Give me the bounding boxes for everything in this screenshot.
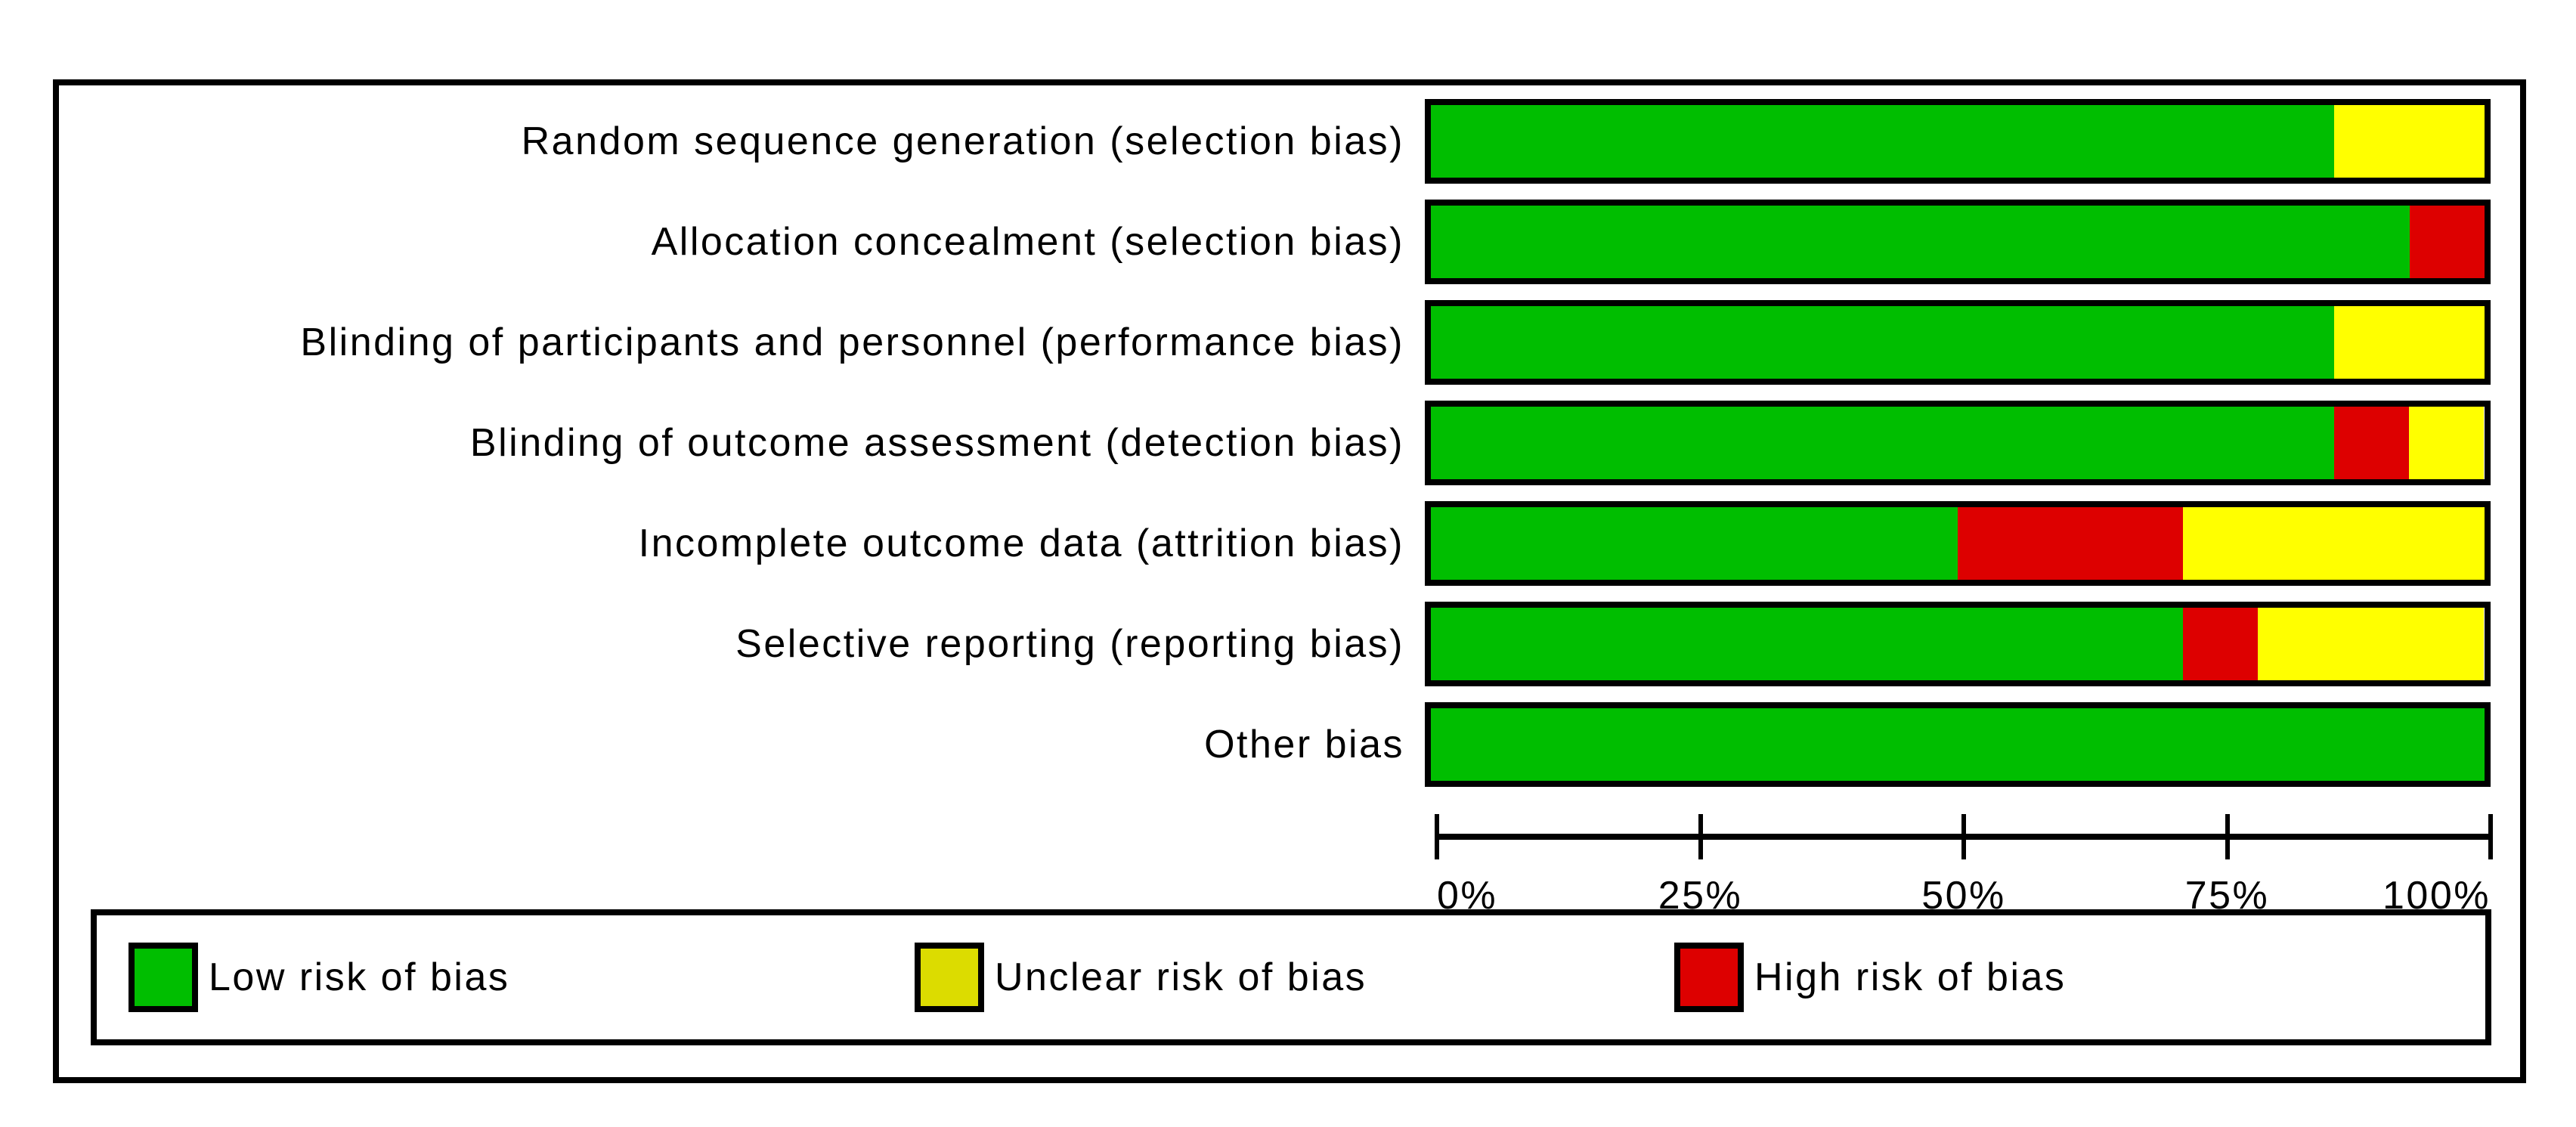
x-axis-tick-mark bbox=[1435, 814, 1439, 859]
chart-row: Allocation concealment (selection bias) bbox=[59, 200, 2520, 284]
high-risk-swatch-icon bbox=[1674, 943, 1744, 1012]
legend-item: Low risk of bias bbox=[128, 915, 509, 1039]
bar-segment-high bbox=[1958, 507, 2184, 580]
bias-domain-label: Incomplete outcome data (attrition bias) bbox=[638, 522, 1404, 565]
low-risk-swatch-icon bbox=[128, 943, 198, 1012]
bar-segment-low bbox=[1431, 306, 2334, 379]
chart-row: Other bias bbox=[59, 702, 2520, 787]
stacked-bar bbox=[1425, 602, 2491, 686]
unclear-risk-swatch-icon bbox=[915, 943, 984, 1012]
bar-segment-unclear bbox=[2258, 608, 2484, 680]
stacked-bar bbox=[1425, 702, 2491, 787]
x-axis-tick-mark bbox=[2488, 814, 2493, 859]
bar-chart-area: Random sequence generation (selection bi… bbox=[59, 85, 2520, 803]
bias-domain-label: Selective reporting (reporting bias) bbox=[735, 622, 1404, 666]
chart-row: Random sequence generation (selection bi… bbox=[59, 99, 2520, 184]
stacked-bar bbox=[1425, 501, 2491, 586]
legend-item-label: Low risk of bias bbox=[209, 955, 510, 999]
bar-segment-unclear bbox=[2333, 306, 2485, 379]
bar-segment-high bbox=[2183, 608, 2259, 680]
chart-row: Incomplete outcome data (attrition bias) bbox=[59, 501, 2520, 586]
chart-row: Blinding of outcome assessment (detectio… bbox=[59, 401, 2520, 485]
bar-segment-unclear bbox=[2333, 105, 2485, 178]
bias-domain-label: Blinding of outcome assessment (detectio… bbox=[469, 421, 1404, 465]
stacked-bar bbox=[1425, 99, 2491, 184]
legend-item: High risk of bias bbox=[1674, 915, 2066, 1039]
x-axis-tick-mark bbox=[1698, 814, 1703, 859]
legend-box: Low risk of bias Unclear risk of bias Hi… bbox=[91, 909, 2491, 1045]
bar-segment-low bbox=[1431, 507, 1958, 580]
x-axis-tick-mark bbox=[1961, 814, 1966, 859]
bias-domain-label: Random sequence generation (selection bi… bbox=[521, 119, 1404, 163]
x-axis-tick-mark bbox=[2225, 814, 2230, 859]
bar-segment-high bbox=[2333, 407, 2409, 479]
bar-segment-low bbox=[1431, 608, 2184, 680]
stacked-bar bbox=[1425, 300, 2491, 385]
bias-domain-label: Allocation concealment (selection bias) bbox=[651, 220, 1404, 264]
bar-segment-high bbox=[2410, 206, 2485, 278]
chart-row: Blinding of participants and personnel (… bbox=[59, 300, 2520, 385]
bar-segment-low bbox=[1431, 105, 2334, 178]
legend-item-label: High risk of bias bbox=[1754, 955, 2067, 999]
bar-segment-unclear bbox=[2183, 507, 2485, 580]
legend-item-label: Unclear risk of bias bbox=[995, 955, 1367, 999]
stacked-bar bbox=[1425, 401, 2491, 485]
bar-segment-low bbox=[1431, 708, 2485, 781]
bias-domain-label: Other bias bbox=[1204, 723, 1404, 766]
bar-segment-unclear bbox=[2408, 407, 2484, 479]
chart-row: Selective reporting (reporting bias) bbox=[59, 602, 2520, 686]
bar-segment-low bbox=[1431, 206, 2410, 278]
stacked-bar bbox=[1425, 200, 2491, 284]
bias-domain-label: Blinding of participants and personnel (… bbox=[300, 320, 1404, 364]
legend-item: Unclear risk of bias bbox=[915, 915, 1367, 1039]
bar-segment-low bbox=[1431, 407, 2334, 479]
figure-frame: Random sequence generation (selection bi… bbox=[53, 79, 2526, 1083]
